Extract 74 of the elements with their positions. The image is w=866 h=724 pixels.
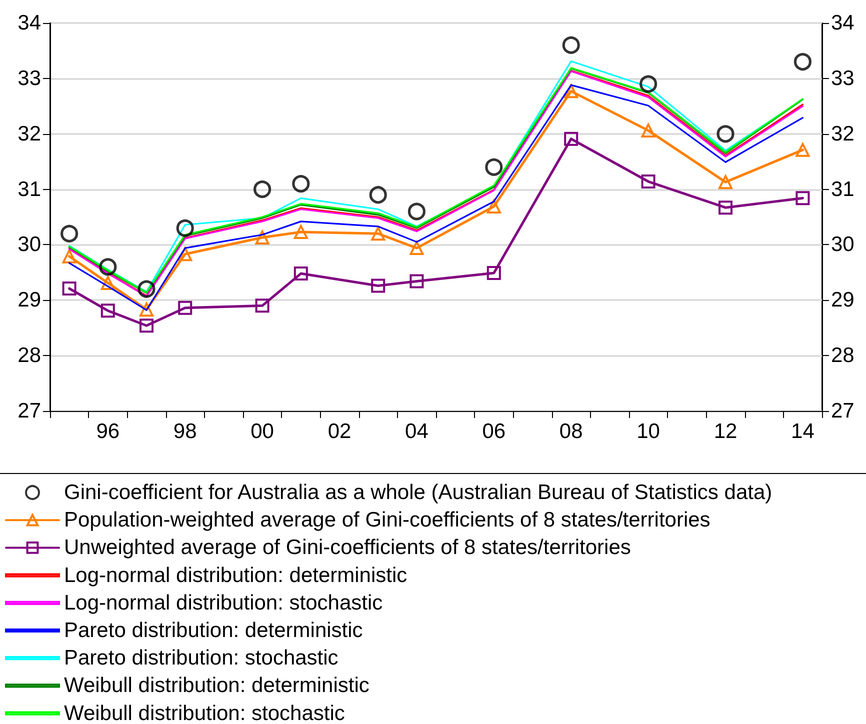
x-tick-label: 96	[96, 420, 120, 443]
x-tick-label: 12	[714, 420, 738, 443]
y-tick-label: 29	[18, 288, 41, 312]
legend-label: Unweighted average of Gini-coefficients of 8 states/territories	[64, 536, 631, 560]
legend-label: Pareto distribution: stochastic	[64, 646, 338, 670]
legend-label: Weibull distribution: stochastic	[64, 702, 345, 724]
y-tick-label: 28	[18, 344, 41, 368]
y-tick-label: 34	[18, 12, 42, 34]
x-tick-label: 98	[173, 420, 197, 443]
point	[100, 276, 115, 290]
x-tick-label: 10	[636, 420, 660, 443]
y2-tick-label: 34	[831, 12, 855, 34]
point	[485, 158, 503, 176]
point	[716, 125, 734, 143]
point	[292, 174, 310, 193]
legend-label: Gini-coefficient for Australia as a whole (Australian Bureau of Statistics data)	[64, 481, 772, 504]
y-tick-label: 32	[18, 122, 41, 146]
point	[640, 75, 658, 93]
point	[794, 53, 812, 71]
point	[718, 175, 732, 190]
legend-label: Population-weighted average of Gini-coefficients of 8 states/territories	[64, 508, 710, 532]
y-tick-label: 31	[18, 178, 41, 201]
point	[564, 84, 578, 98]
point	[796, 191, 810, 206]
point	[178, 247, 192, 262]
x-tick-label: 14	[791, 420, 815, 443]
point	[62, 249, 76, 264]
point	[796, 142, 810, 157]
point	[371, 226, 386, 241]
point	[62, 282, 76, 296]
point	[140, 302, 154, 317]
point	[369, 186, 387, 204]
point	[641, 174, 656, 189]
point	[176, 219, 194, 237]
point	[486, 266, 501, 280]
x-tick-label: 02	[328, 420, 352, 443]
legend-label: Weibull distribution: deterministic	[64, 674, 370, 698]
y2-tick-label: 32	[831, 122, 854, 146]
point	[140, 318, 154, 333]
point	[60, 224, 78, 242]
legend-label: Pareto distribution: deterministic	[64, 619, 363, 642]
point	[371, 278, 386, 293]
y-tick-label: 27	[18, 400, 41, 422]
point	[99, 258, 117, 276]
point	[294, 224, 308, 239]
point	[641, 124, 656, 138]
point	[255, 298, 270, 313]
legend-label: Log-normal distribution: stochastic	[64, 591, 383, 614]
point	[254, 180, 272, 198]
point	[138, 280, 156, 298]
y2-tick-label: 33	[831, 66, 854, 90]
point	[410, 274, 424, 288]
y-tick-label: 30	[18, 233, 41, 256]
x-tick-label: 00	[250, 420, 274, 443]
y2-tick-label: 28	[831, 344, 854, 368]
point	[408, 202, 426, 220]
x-tick-label: 06	[482, 420, 506, 443]
y2-tick-label: 27	[831, 400, 854, 422]
y2-tick-label: 31	[831, 178, 854, 201]
point	[255, 230, 270, 245]
y-tick-label: 33	[18, 66, 41, 90]
point	[410, 241, 424, 256]
point	[100, 304, 115, 318]
point	[718, 200, 732, 215]
legend-label: Log-normal distribution: deterministic	[64, 564, 408, 587]
y2-tick-label: 30	[831, 233, 854, 256]
point	[486, 199, 501, 214]
y2-tick-label: 29	[831, 288, 854, 312]
point	[564, 132, 578, 146]
point	[294, 266, 308, 281]
point	[562, 36, 580, 54]
x-tick-label: 04	[405, 420, 429, 443]
point	[178, 300, 192, 315]
x-tick-label: 08	[559, 420, 583, 443]
